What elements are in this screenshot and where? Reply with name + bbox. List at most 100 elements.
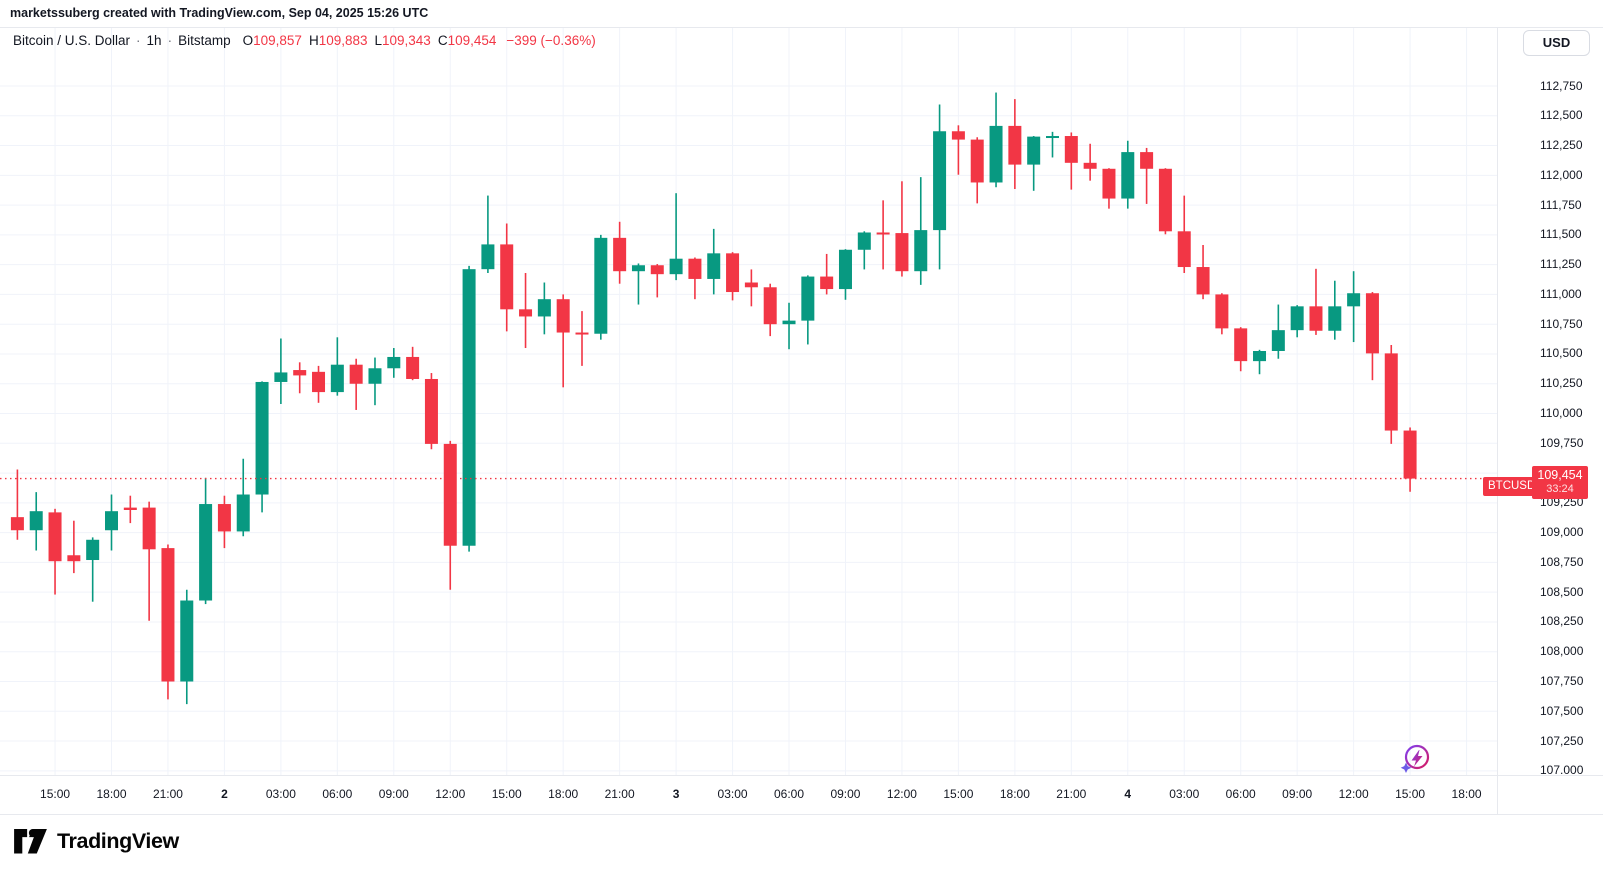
time-axis-label: 12:00 (886, 787, 917, 801)
time-axis-label: 21:00 (1056, 787, 1087, 801)
time-axis-label: 09:00 (1282, 787, 1313, 801)
footer-border (0, 814, 1603, 815)
time-axis-label: 18:00 (96, 787, 127, 801)
currency-button[interactable]: USD (1523, 30, 1590, 56)
price-axis-label: 107,750 (1540, 674, 1584, 688)
candle-body (180, 600, 194, 682)
price-axis-label: 108,500 (1540, 584, 1584, 599)
legend-separator: · (136, 33, 141, 48)
candle-body (650, 265, 664, 275)
candle-body (462, 269, 476, 546)
symbol-legend: Bitcoin / U.S. Dollar · 1h · Bitstamp O1… (13, 33, 596, 48)
candle-body (613, 237, 627, 272)
candle-body (86, 539, 100, 561)
candle-body (1158, 168, 1172, 232)
time-axis-label: 18:00 (999, 787, 1030, 801)
candle-body (1253, 350, 1267, 362)
time-axis-label: 2 (221, 787, 228, 801)
candle-body (707, 253, 721, 279)
price-axis-label: 111,000 (1540, 286, 1582, 301)
candle-body (820, 276, 834, 290)
candle-body (123, 507, 137, 510)
candle-body (631, 265, 645, 272)
exchange-label[interactable]: Bitstamp (178, 33, 231, 48)
tradingview-logo[interactable]: TradingView (13, 828, 179, 855)
candle-body (838, 249, 852, 290)
price-axis-label: 110,750 (1540, 316, 1583, 331)
candle-body (726, 253, 740, 293)
time-axis-label: 4 (1124, 787, 1132, 801)
price-axis-label: 112,000 (1540, 167, 1583, 182)
candle-body (199, 504, 213, 601)
candle-body (1140, 152, 1154, 169)
candle-body (1196, 267, 1210, 295)
price-axis-label: 108,750 (1540, 554, 1584, 569)
price-axis-label: 110,250 (1540, 376, 1583, 391)
candle-body (387, 356, 401, 369)
price-axis-label: 110,500 (1540, 346, 1583, 361)
price-axis-label: 111,750 (1540, 197, 1582, 212)
open-value: 109,857 (253, 33, 302, 48)
candle-body (1008, 125, 1022, 165)
candle-body (406, 356, 420, 379)
candle-body (1027, 136, 1041, 165)
price-axis-label: 107,500 (1540, 703, 1584, 718)
price-axis-label: 108,250 (1540, 614, 1584, 629)
candle-body (481, 244, 495, 270)
candle-body (1215, 294, 1229, 329)
time-axis-label: 21:00 (604, 787, 635, 801)
candle-body (312, 371, 326, 393)
candlestick-chart[interactable] (0, 28, 1497, 775)
candle-body (1121, 152, 1135, 199)
time-axis-label: 15:00 (943, 787, 974, 801)
time-axis-label: 06:00 (1225, 787, 1256, 801)
candle-body (349, 364, 363, 384)
high-value: 109,883 (318, 33, 368, 48)
price-axis-label: 111,250 (1540, 257, 1582, 272)
time-axis-label: 09:00 (830, 787, 861, 801)
close-label: C (437, 33, 448, 48)
candle-body (914, 230, 928, 272)
candle-body (236, 494, 250, 532)
bar-countdown: 33:24 (1546, 483, 1574, 495)
time-axis-label: 18:00 (1451, 787, 1482, 801)
candle-body (29, 511, 43, 531)
candle-body (1309, 306, 1323, 331)
candle-body (443, 443, 457, 546)
interval-label[interactable]: 1h (146, 33, 162, 48)
candle-body (801, 276, 815, 321)
candle-body (368, 368, 382, 384)
candle-body (105, 511, 118, 531)
time-axis-label: 15:00 (40, 787, 71, 801)
price-change: −399 (−0.36%) (506, 33, 596, 48)
candle-body (1271, 330, 1285, 351)
time-axis-label: 03:00 (717, 787, 748, 801)
price-axis-border (1497, 28, 1498, 814)
candle-body (142, 507, 156, 550)
symbol-title[interactable]: Bitcoin / U.S. Dollar (13, 33, 131, 48)
price-axis-label: 107.000 (1540, 763, 1584, 778)
candle-body (594, 237, 608, 334)
candle-body (1290, 306, 1304, 331)
candle-body (933, 131, 947, 231)
candle-body (1234, 328, 1248, 362)
time-axis-label: 21:00 (152, 787, 183, 801)
candle-body (274, 372, 288, 382)
tradingview-logo-text: TradingView (57, 829, 179, 853)
time-axis-label: 3 (672, 787, 680, 801)
lightning-icon[interactable] (1399, 742, 1435, 778)
candle-body (161, 548, 175, 682)
candle-body (895, 233, 909, 272)
time-axis-label: 06:00 (774, 787, 805, 801)
candle-body (575, 332, 589, 335)
candle-body (424, 378, 438, 444)
price-axis-label: 108,000 (1540, 644, 1584, 659)
candle-body (782, 320, 796, 325)
price-axis-label: 110,000 (1540, 406, 1583, 421)
candle-body (556, 299, 570, 333)
candle-body (1365, 293, 1379, 354)
candle-body (1102, 168, 1116, 199)
time-axis-label: 18:00 (548, 787, 579, 801)
legend-separator-2: · (167, 33, 173, 48)
symbol-price-tag: BTCUSD (1483, 477, 1541, 496)
